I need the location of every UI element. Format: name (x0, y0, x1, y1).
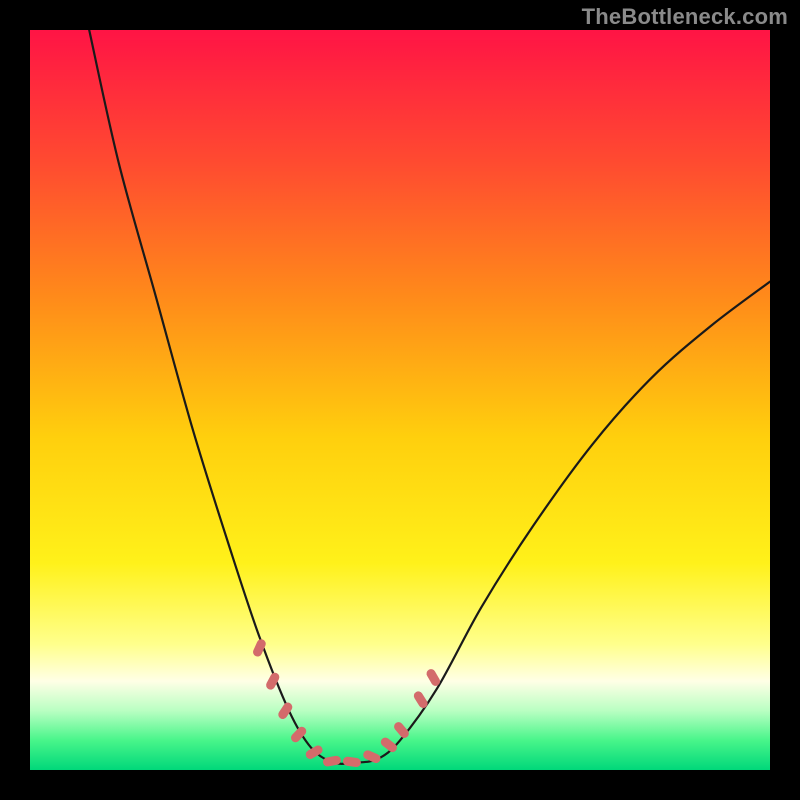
bottleneck-chart (0, 0, 800, 800)
plot-background (30, 30, 770, 770)
watermark-text: TheBottleneck.com (582, 4, 788, 30)
